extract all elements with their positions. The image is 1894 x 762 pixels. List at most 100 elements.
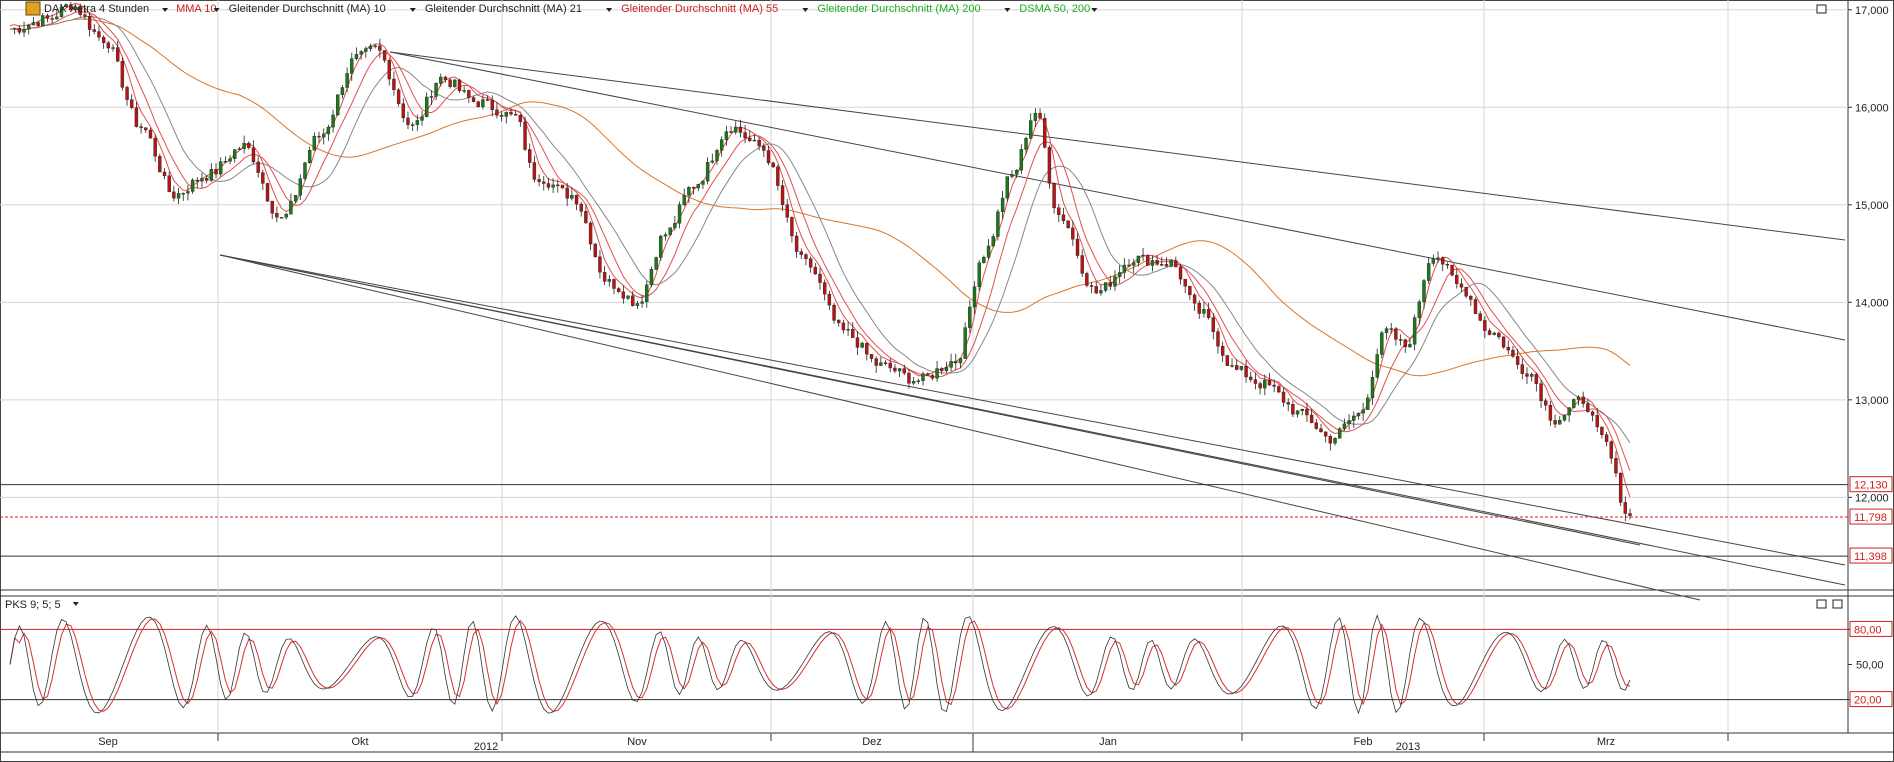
candle-up — [996, 211, 1000, 237]
chevron-down-icon[interactable] — [162, 8, 169, 12]
candle-down — [1258, 383, 1262, 389]
candle-down — [509, 112, 513, 115]
trend-line — [389, 51, 1846, 241]
price-tick-label: 16,000 — [1855, 102, 1889, 114]
price-tick-label: 14,000 — [1855, 297, 1889, 309]
candle-up — [1099, 290, 1103, 294]
candle-up — [303, 162, 307, 179]
candle-up — [326, 126, 331, 135]
candle-up — [181, 192, 185, 195]
candle-up — [331, 114, 335, 128]
candle-up — [242, 143, 246, 149]
candle-up — [233, 149, 237, 159]
candle-down — [743, 132, 747, 139]
candle-up — [879, 362, 883, 366]
candle-up — [1436, 257, 1440, 260]
candle-up — [715, 150, 719, 162]
candle-up — [415, 120, 420, 125]
candle-down — [495, 109, 499, 116]
chevron-down-icon[interactable] — [606, 8, 613, 12]
chevron-down-icon[interactable] — [1091, 8, 1098, 12]
price-marker-box — [1849, 547, 1893, 564]
candle-up — [481, 99, 485, 107]
candle-up — [958, 358, 963, 364]
candle-down — [593, 243, 597, 257]
candle-up — [1412, 317, 1417, 345]
month-label: Mrz — [1597, 736, 1615, 748]
candle-down — [1075, 238, 1080, 256]
price-tick-label: 17,000 — [1855, 5, 1889, 17]
candle-up — [1024, 138, 1028, 150]
candle-up — [710, 160, 715, 163]
candle-up — [462, 90, 466, 92]
candle-down — [869, 354, 874, 359]
candle-up — [298, 178, 302, 196]
candle-up — [190, 179, 195, 192]
candle-down — [69, 4, 73, 11]
candle-down — [1272, 384, 1276, 387]
candle-up — [223, 161, 228, 163]
month-label: Nov — [627, 736, 647, 748]
candle-down — [1220, 345, 1225, 356]
candle-down — [204, 178, 209, 181]
candle-down — [1473, 299, 1478, 314]
candle-up — [1572, 399, 1576, 408]
candle-down — [1164, 264, 1169, 267]
candle-down — [130, 99, 134, 108]
candle-down — [1155, 260, 1159, 265]
candle-up — [12, 27, 17, 30]
candle-up — [659, 235, 663, 258]
candle-down — [476, 101, 480, 107]
candle-down — [1614, 458, 1618, 474]
chevron-down-icon[interactable] — [802, 8, 809, 12]
candle-down — [532, 162, 537, 180]
candle-down — [499, 115, 504, 117]
candle-up — [1422, 280, 1426, 302]
candle-down — [1314, 422, 1319, 429]
candle-down — [1501, 336, 1506, 348]
candle-up — [944, 367, 949, 372]
year-label: 2012 — [474, 741, 498, 753]
candle-up — [1033, 112, 1038, 121]
candle-down — [1595, 415, 1599, 428]
candle-up — [1338, 428, 1342, 439]
maximize-icon[interactable] — [1832, 599, 1843, 609]
candle-down — [1043, 117, 1047, 148]
candle-down — [1127, 264, 1131, 267]
trend-line — [219, 254, 1641, 546]
osc-slow-line — [9, 618, 1631, 712]
candle-down — [1249, 376, 1253, 380]
candle-down — [1581, 396, 1585, 404]
chevron-down-icon[interactable] — [213, 8, 220, 12]
chevron-down-icon[interactable] — [409, 8, 416, 12]
price-tick-label: 13,000 — [1855, 395, 1889, 407]
candle-down — [158, 156, 162, 173]
candle-up — [935, 368, 939, 379]
candle-up — [734, 126, 738, 133]
candle-up — [453, 79, 457, 87]
chevron-down-icon[interactable] — [1004, 8, 1011, 12]
candle-up — [719, 139, 724, 151]
candle-down — [120, 61, 125, 88]
candle-up — [176, 193, 181, 199]
candle-down — [822, 282, 827, 295]
candle-down — [513, 113, 518, 116]
month-label: Sep — [98, 736, 118, 748]
candle-up — [321, 133, 326, 138]
candle-down — [1089, 285, 1094, 287]
candle-up — [186, 191, 190, 194]
candle-down — [1211, 317, 1215, 332]
candle-down — [1281, 391, 1286, 403]
candle-down — [256, 161, 260, 173]
candle-down — [1235, 365, 1239, 370]
candle-down — [485, 99, 490, 101]
candle-up — [1239, 366, 1244, 370]
candle-up — [1333, 438, 1337, 444]
oscillator-pane: 80,00 50,00 20,00 PKS 9; 5; 5 — [0, 4, 1893, 715]
candle-up — [1141, 254, 1145, 257]
candle-down — [804, 254, 808, 259]
candle-down — [1590, 411, 1595, 416]
maximize-icon[interactable] — [1816, 4, 1827, 14]
maximize-icon[interactable] — [1816, 599, 1827, 609]
candle-up — [673, 223, 677, 228]
